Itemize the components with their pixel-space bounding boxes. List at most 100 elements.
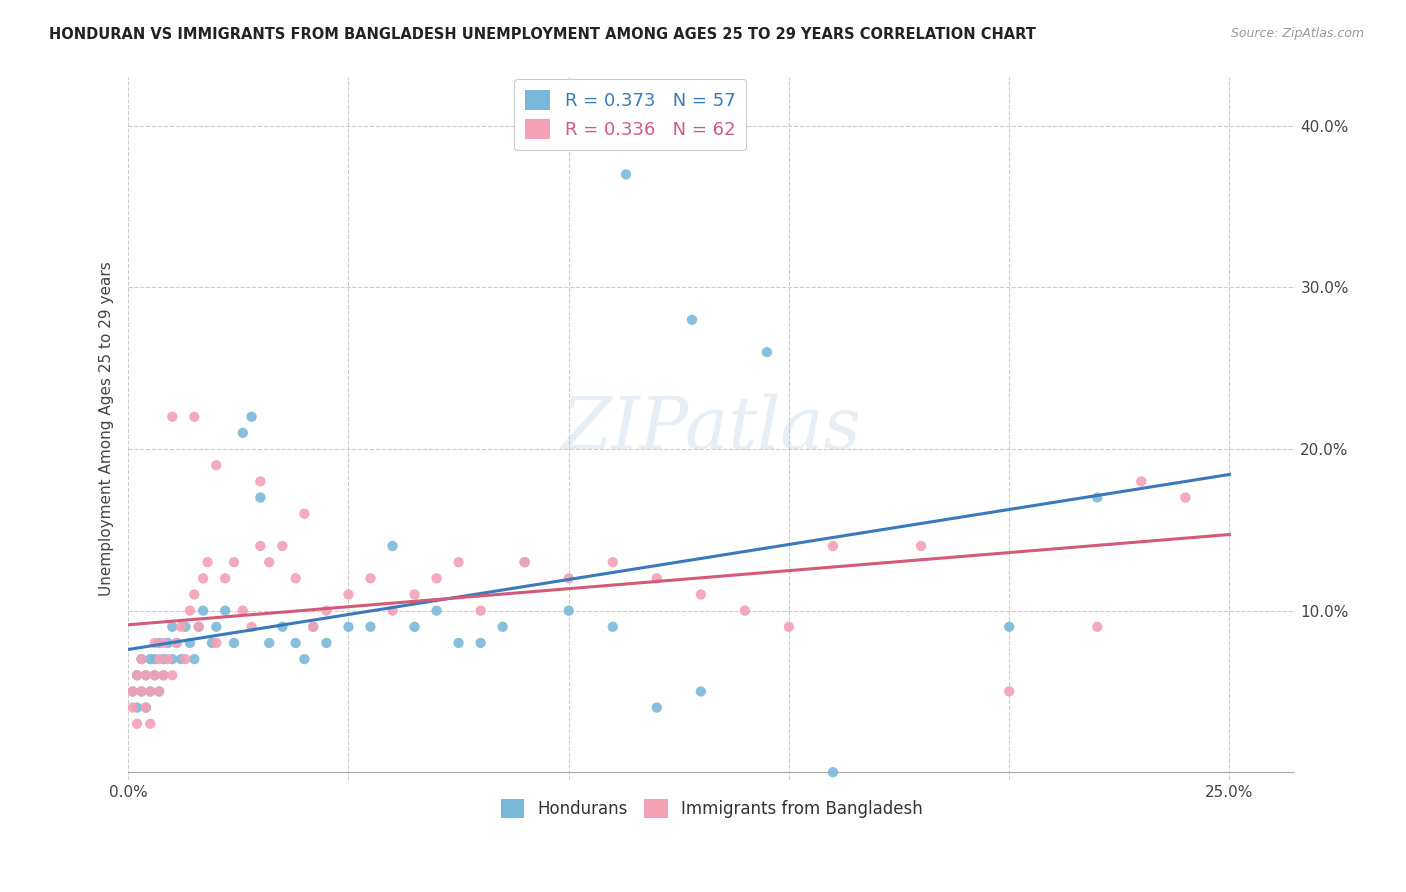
- Text: ZIPatlas: ZIPatlas: [562, 393, 862, 464]
- Point: [191, 604, 214, 618]
- Point: [174, 652, 197, 666]
- Point: [381, 539, 404, 553]
- Point: [205, 458, 228, 473]
- Point: [139, 684, 162, 698]
- Point: [148, 636, 170, 650]
- Point: [139, 652, 162, 666]
- Point: [135, 668, 157, 682]
- Point: [337, 587, 360, 601]
- Point: [143, 636, 166, 650]
- Point: [734, 604, 756, 618]
- Point: [148, 652, 170, 666]
- Point: [1085, 620, 1108, 634]
- Point: [778, 620, 800, 634]
- Point: [557, 571, 579, 585]
- Point: [143, 668, 166, 682]
- Point: [143, 668, 166, 682]
- Point: [166, 636, 188, 650]
- Point: [131, 652, 153, 666]
- Point: [302, 620, 325, 634]
- Point: [821, 539, 844, 553]
- Point: [360, 620, 382, 634]
- Point: [156, 652, 179, 666]
- Point: [135, 700, 157, 714]
- Point: [821, 765, 844, 780]
- Point: [294, 507, 316, 521]
- Point: [183, 587, 205, 601]
- Point: [139, 684, 162, 698]
- Point: [222, 636, 245, 650]
- Point: [910, 539, 932, 553]
- Point: [131, 652, 153, 666]
- Point: [337, 620, 360, 634]
- Point: [404, 620, 426, 634]
- Point: [447, 636, 470, 650]
- Point: [139, 716, 162, 731]
- Point: [135, 700, 157, 714]
- Point: [222, 555, 245, 569]
- Point: [214, 604, 236, 618]
- Point: [152, 652, 174, 666]
- Point: [131, 684, 153, 698]
- Point: [426, 604, 449, 618]
- Point: [125, 716, 148, 731]
- Point: [381, 604, 404, 618]
- Point: [602, 555, 624, 569]
- Point: [249, 475, 271, 489]
- Y-axis label: Unemployment Among Ages 25 to 29 years: Unemployment Among Ages 25 to 29 years: [100, 261, 114, 596]
- Point: [513, 555, 536, 569]
- Point: [240, 409, 263, 424]
- Point: [315, 636, 337, 650]
- Point: [491, 620, 513, 634]
- Point: [187, 620, 209, 634]
- Point: [121, 700, 143, 714]
- Point: [170, 652, 193, 666]
- Point: [240, 620, 263, 634]
- Point: [294, 652, 316, 666]
- Point: [426, 571, 449, 585]
- Point: [179, 604, 201, 618]
- Point: [162, 620, 184, 634]
- Point: [360, 571, 382, 585]
- Point: [166, 636, 188, 650]
- Point: [232, 604, 254, 618]
- Point: [162, 409, 184, 424]
- Point: [174, 620, 197, 634]
- Point: [645, 571, 668, 585]
- Point: [1130, 475, 1153, 489]
- Point: [156, 636, 179, 650]
- Point: [121, 684, 143, 698]
- Point: [271, 620, 294, 634]
- Point: [152, 636, 174, 650]
- Legend: Hondurans, Immigrants from Bangladesh: Hondurans, Immigrants from Bangladesh: [494, 793, 929, 825]
- Point: [135, 668, 157, 682]
- Point: [183, 652, 205, 666]
- Point: [257, 555, 280, 569]
- Point: [470, 636, 492, 650]
- Point: [179, 636, 201, 650]
- Point: [232, 425, 254, 440]
- Point: [1085, 491, 1108, 505]
- Point: [143, 652, 166, 666]
- Point: [152, 668, 174, 682]
- Point: [557, 604, 579, 618]
- Text: Source: ZipAtlas.com: Source: ZipAtlas.com: [1230, 27, 1364, 40]
- Point: [249, 491, 271, 505]
- Point: [152, 668, 174, 682]
- Point: [271, 539, 294, 553]
- Point: [681, 313, 703, 327]
- Point: [162, 668, 184, 682]
- Point: [447, 555, 470, 569]
- Text: HONDURAN VS IMMIGRANTS FROM BANGLADESH UNEMPLOYMENT AMONG AGES 25 TO 29 YEARS CO: HONDURAN VS IMMIGRANTS FROM BANGLADESH U…: [49, 27, 1036, 42]
- Point: [689, 587, 711, 601]
- Point: [148, 684, 170, 698]
- Point: [125, 668, 148, 682]
- Point: [205, 620, 228, 634]
- Point: [205, 636, 228, 650]
- Point: [162, 652, 184, 666]
- Point: [998, 684, 1021, 698]
- Point: [131, 684, 153, 698]
- Point: [121, 684, 143, 698]
- Point: [602, 620, 624, 634]
- Point: [614, 168, 637, 182]
